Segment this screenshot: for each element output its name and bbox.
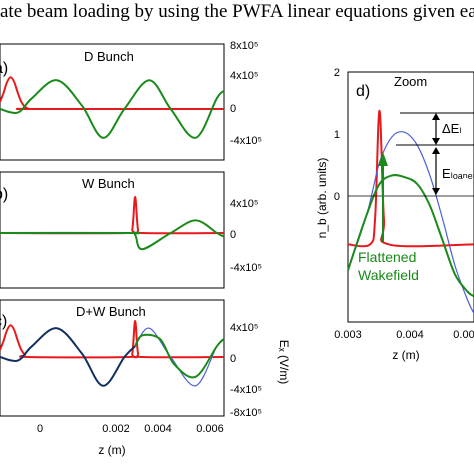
panel-d-ylabel: n_b (arb. units) bbox=[315, 158, 329, 239]
panel-b-ytick: -4x10⁵ bbox=[230, 262, 262, 274]
eloaded-arrow-head-down bbox=[432, 188, 440, 195]
panel-c-xtick: 0.004 bbox=[144, 423, 172, 435]
panel-a-ytick: 8x10⁵ bbox=[230, 40, 258, 52]
panel-b-title: W Bunch bbox=[82, 176, 135, 191]
delta-arrow-head-up bbox=[432, 113, 440, 120]
panel-b-ytick: 0 bbox=[230, 229, 236, 241]
panel-d: d) Zoom 2 1 0 n_b (arb. units) 0.003 0.0… bbox=[315, 67, 474, 362]
panel-a-letter: a) bbox=[0, 60, 8, 77]
panel-c-series-line-3 bbox=[134, 333, 225, 379]
panel-c-xtick: 0 bbox=[37, 423, 43, 435]
panel-a-ytick: -4x10⁵ bbox=[230, 135, 262, 147]
panel-c-ytick: -8x10⁵ bbox=[230, 407, 262, 419]
panel-a-ytick: 0 bbox=[230, 103, 236, 115]
panel-b-series bbox=[0, 195, 225, 251]
panel-c-series-line-1 bbox=[0, 327, 136, 387]
wakefield-label: Wakefield bbox=[358, 267, 419, 283]
e-loaded-label: Eₗₒₐₙₑₙ bbox=[442, 166, 474, 181]
panel-a-series bbox=[0, 76, 225, 139]
panel-a: a) D Bunch 8x10⁵ 4x10⁵ 0 -4x10⁵ bbox=[0, 40, 262, 161]
panel-d-xtick: 0.00 bbox=[453, 329, 474, 341]
panel-c: c) D+W Bunch 4x10⁵ 0 -4x10⁵ -8x10⁵ Eₓ (V… bbox=[0, 299, 291, 457]
flattened-label: Flattened bbox=[358, 249, 416, 265]
panel-c-title: D+W Bunch bbox=[76, 304, 146, 319]
caption-text: ate beam loading by using the PWFA linea… bbox=[0, 1, 474, 22]
panel-d-title: Zoom bbox=[394, 74, 427, 89]
panel-d-frame bbox=[347, 71, 474, 323]
panel-c-xtick: 0.006 bbox=[196, 423, 224, 435]
panel-c-letter: c) bbox=[0, 313, 7, 330]
panel-c-series-line-0 bbox=[0, 319, 225, 359]
panel-b-series-line-1 bbox=[0, 219, 225, 251]
panel-d-series-line-0 bbox=[347, 109, 474, 248]
panel-b-series-line-0 bbox=[0, 195, 225, 235]
panel-d-xtick: 0.003 bbox=[334, 329, 362, 341]
panel-b-letter: b) bbox=[0, 186, 8, 203]
panel-d-ytick: 2 bbox=[334, 67, 340, 79]
panel-d-series bbox=[347, 109, 474, 314]
panel-c-ytick: 0 bbox=[230, 353, 236, 365]
panel-d-ytick: 0 bbox=[334, 191, 340, 203]
panel-c-xtick: 0.002 bbox=[102, 423, 130, 435]
panel-a-title: D Bunch bbox=[84, 49, 134, 64]
delta-e-label: ΔEₗ bbox=[442, 121, 462, 136]
panel-b: b) W Bunch 4x10⁵ 0 -4x10⁵ bbox=[0, 171, 262, 289]
panel-d-xlabel: z (m) bbox=[392, 348, 419, 362]
panel-d-xtick: 0.004 bbox=[396, 329, 424, 341]
panel-d-letter: d) bbox=[356, 83, 370, 100]
panel-c-series bbox=[0, 319, 225, 387]
panel-d-series-line-2 bbox=[347, 174, 474, 297]
panel-c-ytick: 4x10⁵ bbox=[230, 322, 258, 334]
panel-a-ytick: 4x10⁵ bbox=[230, 70, 258, 82]
panel-c-ytick: -4x10⁵ bbox=[230, 384, 262, 396]
panel-d-ytick: 1 bbox=[334, 129, 340, 141]
panel-b-frame bbox=[0, 171, 225, 289]
panel-d-series-line-1 bbox=[347, 131, 474, 314]
eloaded-arrow-head-up bbox=[432, 147, 440, 154]
panel-c-xlabel: z (m) bbox=[98, 443, 125, 457]
panel-b-ytick: 4x10⁵ bbox=[230, 198, 258, 210]
panel-a-series-line-0 bbox=[0, 76, 225, 111]
delta-arrow-head-down bbox=[432, 138, 440, 145]
panel-c-ylabel: Eₓ (V/m) bbox=[277, 340, 291, 385]
panel-a-series-line-1 bbox=[0, 79, 225, 139]
flattened-arrow-head bbox=[378, 152, 388, 166]
